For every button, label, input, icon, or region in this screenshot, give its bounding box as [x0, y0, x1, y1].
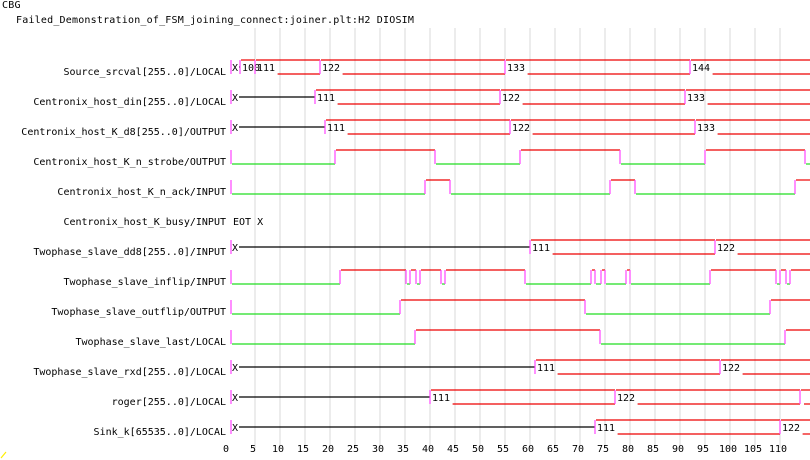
x-tick-label: 55: [497, 444, 509, 455]
bus-value: 144: [692, 63, 710, 74]
signal-label: Twophase_slave_dd8[255..0]/INPUT: [33, 247, 226, 258]
signal-trace: [230, 299, 810, 315]
undefined-marker: X: [232, 423, 238, 434]
signal-trace: EOT X: [233, 217, 263, 228]
signal-label: Source_srcval[255..0]/LOCAL: [63, 67, 226, 78]
x-tick-label: 60: [522, 444, 534, 455]
corner-mark-icon: [0, 451, 7, 459]
bus-value: 111: [327, 123, 345, 134]
signal-trace: [230, 329, 810, 345]
signal-label: Centronix_host_K_n_strobe/OUTPUT: [33, 157, 226, 168]
signal-label: Centronix_host_din[255..0]/LOCAL: [33, 97, 226, 108]
x-tick-label: 15: [297, 444, 309, 455]
x-tick-label: 90: [672, 444, 684, 455]
signal-trace: [230, 269, 810, 285]
x-tick-label: 25: [347, 444, 359, 455]
signal-trace: X 111 122: [230, 359, 810, 375]
undefined-marker: X: [232, 243, 238, 254]
signal-label: Twophase_slave_outflip/OUTPUT: [51, 307, 226, 318]
bus-value: 122: [782, 423, 800, 434]
signal-trace: X 111 122 133: [230, 89, 810, 105]
undefined-marker: X: [232, 393, 238, 404]
plot-title: Failed_Demonstration_of_FSM_joining_conn…: [16, 15, 415, 26]
x-tick-label: 45: [447, 444, 459, 455]
app-name: CBG: [2, 0, 21, 11]
signal-trace: X 111 122: [230, 389, 810, 405]
x-tick-label: 20: [322, 444, 334, 455]
bus-value: 122: [322, 63, 340, 74]
signal-label: Twophase_slave_inflip/INPUT: [63, 277, 226, 288]
signal-label: Twophase_slave_last/LOCAL: [75, 337, 226, 348]
x-tick-label: 75: [597, 444, 609, 455]
signal-trace: X 111 122: [230, 239, 810, 255]
x-tick-label: 5: [250, 444, 256, 455]
bus-value: 111: [532, 243, 550, 254]
signal-trace: X 111 122 133: [230, 119, 810, 135]
signal-label: Centronix_host_K_n_ack/INPUT: [57, 187, 226, 198]
grid-lines: [254, 28, 781, 448]
signal-label: Centronix_host_K_busy/INPUT: [63, 217, 226, 228]
signal-trace: [230, 179, 810, 195]
x-tick-label: 100: [719, 444, 737, 455]
x-tick-label: 65: [547, 444, 559, 455]
x-tick-label: 70: [572, 444, 584, 455]
x-tick-label: 0: [223, 444, 229, 455]
signal-trace: X 111 122: [230, 419, 810, 435]
x-tick-label: 110: [769, 444, 787, 455]
bus-value: 100: [242, 63, 260, 74]
undefined-marker: X: [232, 363, 238, 374]
bus-value: 111: [537, 363, 555, 374]
bus-value: 111: [597, 423, 615, 434]
signal-label: Twophase_slave_rxd[255..0]/LOCAL: [33, 367, 226, 378]
x-tick-label: 85: [647, 444, 659, 455]
bus-value: 133: [687, 93, 705, 104]
x-tick-label: 35: [397, 444, 409, 455]
x-tick-label: 95: [697, 444, 709, 455]
bus-value: 122: [617, 393, 635, 404]
bus-value: 122: [717, 243, 735, 254]
x-tick-label: 50: [472, 444, 484, 455]
undefined-marker: X: [232, 123, 238, 134]
x-tick-label: 30: [372, 444, 384, 455]
bus-value: 111: [432, 393, 450, 404]
bus-value: 122: [722, 363, 740, 374]
bus-value: 133: [507, 63, 525, 74]
signal-label: Centronix_host_K_d8[255..0]/OUTPUT: [21, 127, 226, 138]
x-tick-label: 80: [622, 444, 634, 455]
x-tick-label: 10: [272, 444, 284, 455]
undefined-marker: X: [232, 63, 238, 74]
signal-labels: Source_srcval[255..0]/LOCAL Centronix_hos…: [21, 67, 226, 438]
undefined-marker: X: [232, 93, 238, 104]
time-axis: 0 5 10 15 20 25 30 35 40 45 50 55 60 65 70 75 80 85 90 95 10…: [223, 444, 787, 455]
bus-value: 111: [257, 63, 275, 74]
signal-label: Sink_k[65535..0]/LOCAL: [94, 427, 226, 438]
bus-value: 122: [502, 93, 520, 104]
bus-value: 122: [512, 123, 530, 134]
signal-trace: [230, 149, 810, 165]
x-tick-label: 40: [422, 444, 434, 455]
signal-label: roger[255..0]/LOCAL: [112, 397, 226, 408]
x-tick-label: 105: [744, 444, 762, 455]
signal-value: EOT X: [233, 217, 263, 228]
bus-value: 133: [697, 123, 715, 134]
bus-value: 111: [317, 93, 335, 104]
